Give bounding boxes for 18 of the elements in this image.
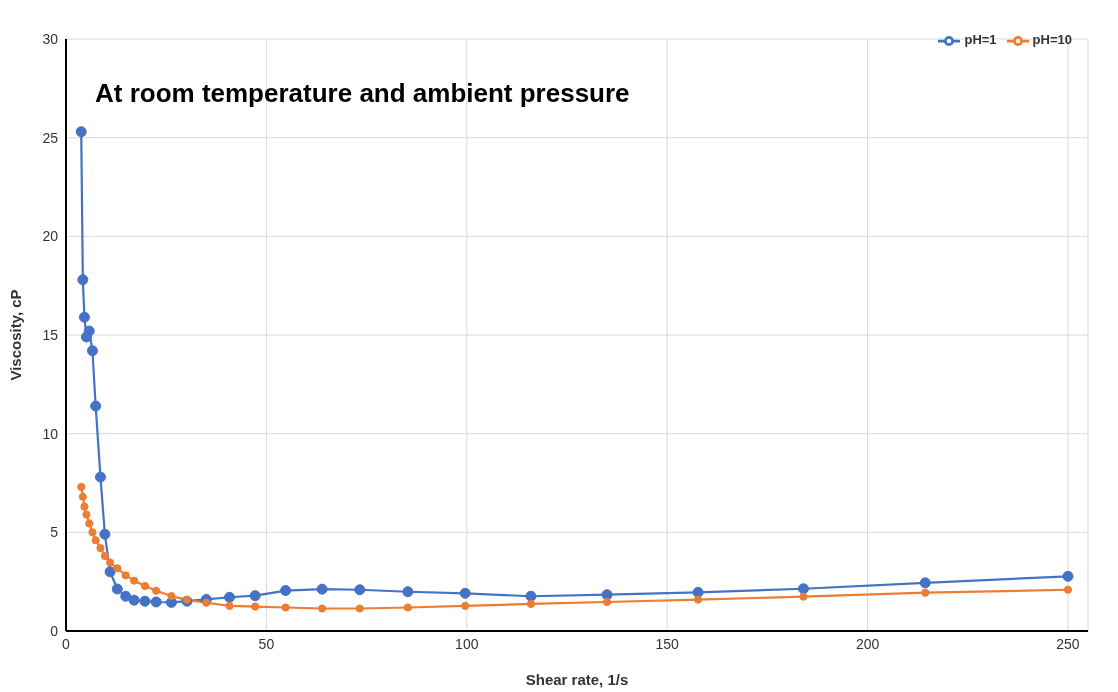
text: At room temperature and ambient pressure (95, 78, 630, 109)
y-tick-label: 15 (42, 326, 59, 343)
legend-label: pH=10 (1032, 32, 1072, 48)
y-axis-title: Viscosity, cP (7, 289, 25, 381)
x-tick-label: 50 (258, 635, 275, 652)
x-tick-label: 200 (855, 635, 880, 652)
legend-label: pH=1 (964, 32, 997, 48)
y-tick-label: 0 (50, 622, 59, 639)
x-tick-label: 100 (455, 635, 479, 652)
y-tick-label: 10 (42, 425, 59, 442)
x-axis-title: Shear rate, 1/s (525, 671, 629, 688)
x-tick-label: 0 (62, 635, 71, 652)
y-tick-label: 30 (42, 30, 59, 47)
y-tick-label: 5 (50, 524, 59, 541)
y-tick-label: 20 (42, 228, 59, 245)
y-tick-label: 25 (42, 129, 59, 146)
x-tick-label: 150 (655, 635, 680, 652)
x-tick-label: 250 (1056, 635, 1080, 652)
